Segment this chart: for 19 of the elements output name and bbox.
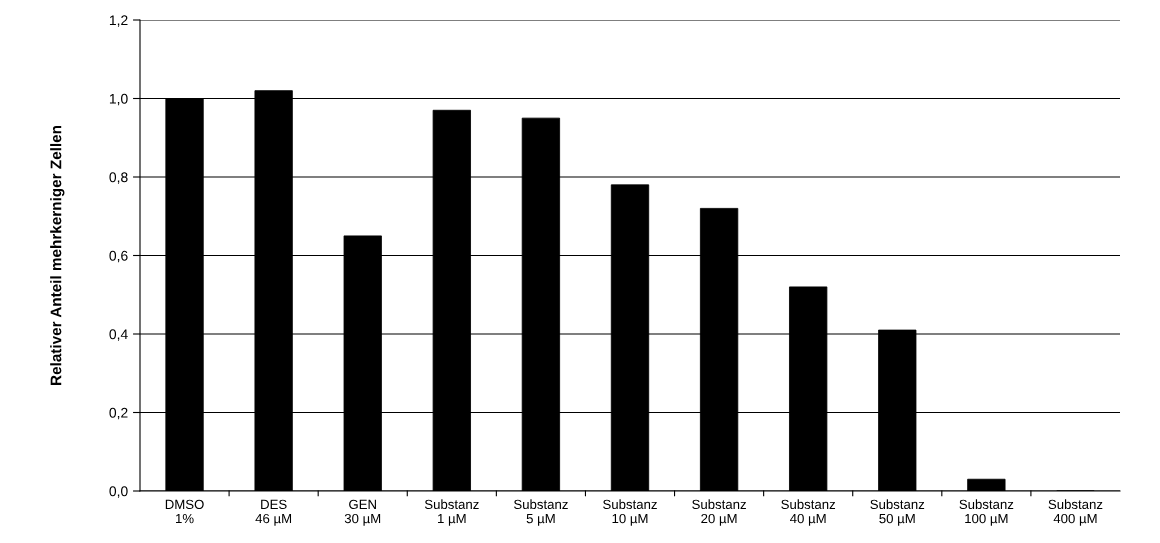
y-tick-label: 0,4: [109, 329, 128, 341]
x-tick-label: Substanz 5 µM: [514, 499, 568, 526]
x-tick-label: Substanz 40 µM: [781, 499, 836, 526]
x-tick-label: DMSO 1%: [165, 499, 204, 524]
y-tick-label: 0,0: [109, 486, 128, 498]
y-tick-label: 1,2: [109, 15, 128, 27]
x-tick-label: DES 46 µM: [255, 499, 292, 526]
y-tick-label: 1,0: [109, 93, 128, 106]
x-tick-label: Substanz 20 µM: [692, 499, 746, 526]
x-tick-label: Substanz 10 µM: [603, 499, 657, 526]
x-tick-label: Substanz 50 µM: [870, 499, 925, 526]
y-tick-label: 0,6: [109, 250, 128, 263]
x-tick-label: Substanz 400 µM: [1048, 499, 1103, 526]
y-tick-label: 0,2: [109, 407, 128, 420]
x-tick-label: GEN 30 µM: [344, 499, 381, 526]
y-tick-label: 0,8: [109, 172, 128, 184]
x-tick-label: Substanz 1 µM: [424, 499, 479, 526]
x-tick-label: Substanz 100 µM: [959, 499, 1014, 526]
y-axis-title: Relativer Anteil mehrkerniger Zellen: [50, 125, 65, 385]
